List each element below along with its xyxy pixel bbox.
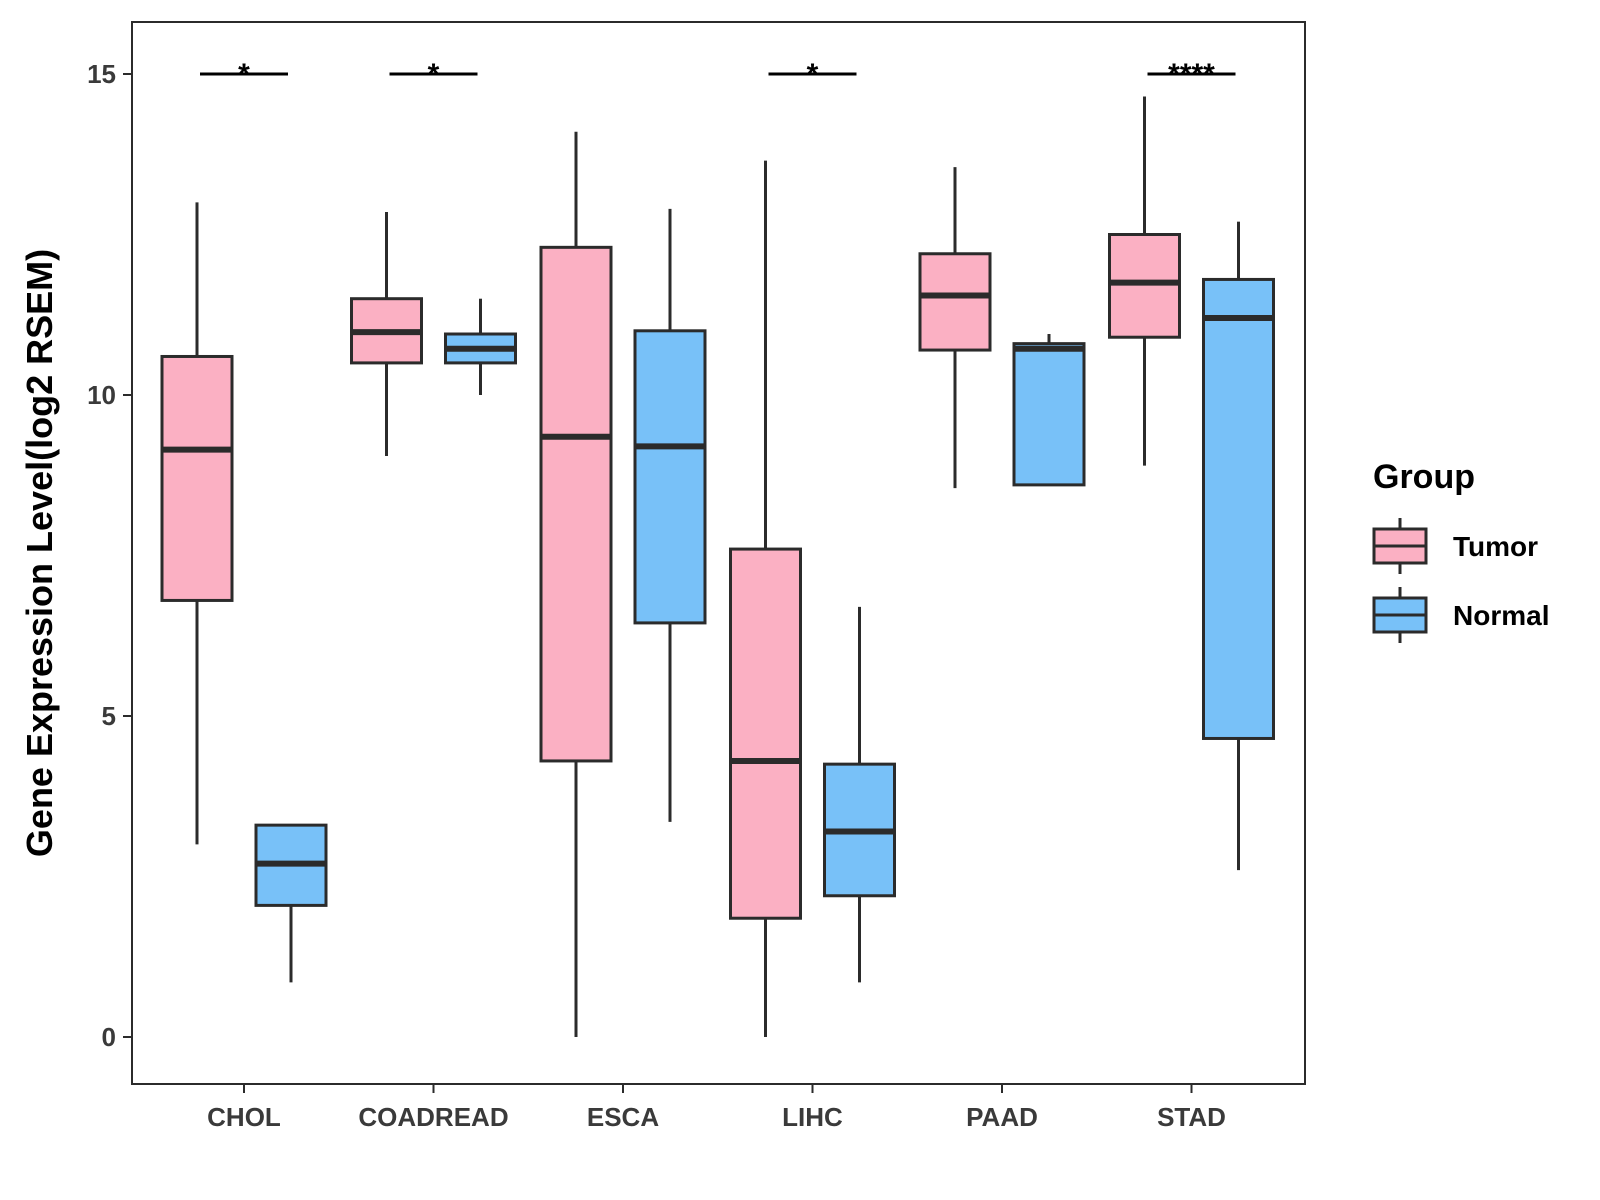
box-normal-stad	[1202, 221, 1275, 871]
significance-label: *	[238, 58, 250, 91]
box-body	[1202, 277, 1275, 740]
box-body	[918, 252, 992, 352]
y-axis-title: Gene Expression Level(log2 RSEM)	[19, 249, 60, 857]
box-body	[1108, 233, 1181, 339]
x-tick-label: ESCA	[587, 1102, 659, 1132]
box-tumor-coadread	[350, 212, 423, 456]
box-normal-esca	[633, 208, 707, 822]
legend-title: Group	[1373, 458, 1475, 496]
significance-label: *	[428, 58, 440, 91]
y-tick-label: 0	[102, 1022, 116, 1052]
y-tick-label: 5	[102, 701, 116, 731]
x-tick-label: CHOL	[207, 1102, 281, 1132]
y-axis: 0 5 10 15	[87, 59, 132, 1052]
box-normal-chol	[254, 823, 328, 983]
box-normal-coadread	[444, 298, 517, 395]
x-tick-label: LIHC	[782, 1102, 843, 1132]
box-tumor-stad	[1108, 96, 1181, 466]
legend-key-normal	[1372, 587, 1428, 643]
x-tick-label: COADREAD	[358, 1102, 508, 1132]
x-tick-label: STAD	[1157, 1102, 1226, 1132]
box-body	[539, 245, 613, 763]
significance-label: *	[807, 58, 819, 91]
box-tumor-chol	[160, 202, 234, 845]
legend-label-tumor: Tumor	[1453, 531, 1538, 562]
box-body	[729, 547, 802, 920]
plot-panel	[131, 21, 1306, 1085]
legend-label-normal: Normal	[1453, 600, 1549, 631]
x-axis: CHOL COADREAD ESCA LIHC PAAD STAD	[207, 1084, 1226, 1132]
legend-key-tumor	[1372, 518, 1428, 574]
y-tick-label: 15	[87, 59, 116, 89]
box-body	[160, 354, 234, 602]
y-tick-label: 10	[87, 380, 116, 410]
box-series-group	[160, 96, 1275, 1037]
box-tumor-esca	[539, 131, 613, 1037]
box-body	[633, 329, 707, 625]
significance-label: ****	[1168, 58, 1215, 91]
box-normal-lihc	[823, 606, 896, 983]
x-tick-label: PAAD	[966, 1102, 1038, 1132]
box-tumor-lihc	[729, 160, 802, 1037]
box-tumor-paad	[918, 167, 992, 489]
box-body	[1012, 342, 1086, 487]
legend: Group Tumor Normal	[1372, 458, 1549, 643]
box-normal-paad	[1012, 334, 1086, 487]
significance-annotations: * * * ****	[200, 58, 1236, 91]
